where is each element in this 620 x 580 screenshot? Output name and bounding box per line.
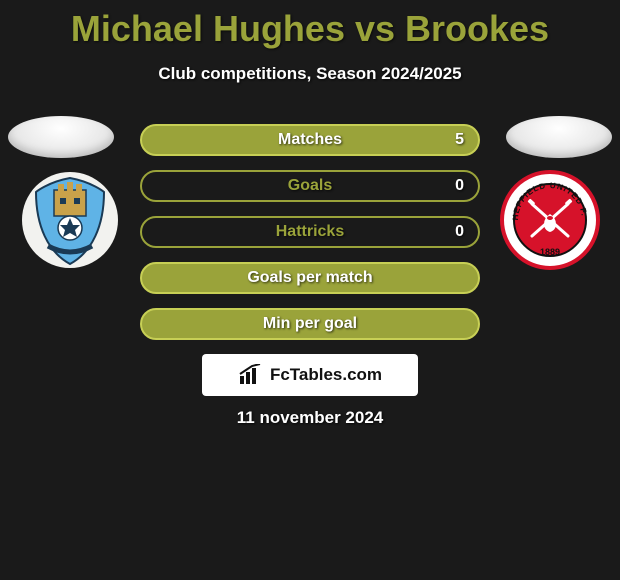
page-title: Michael Hughes vs Brookes xyxy=(0,0,620,50)
stat-label: Hattricks xyxy=(276,223,344,241)
stat-label: Goals per match xyxy=(247,269,372,287)
stat-label: Matches xyxy=(278,131,342,149)
stat-row: Goals per match xyxy=(140,262,480,294)
player-photo-left xyxy=(8,116,114,158)
svg-text:1889: 1889 xyxy=(540,247,560,257)
stats-list: Matches 5 Goals 0 Hattricks 0 Goals per match M… xyxy=(140,124,480,354)
subtitle: Club competitions, Season 2024/2025 xyxy=(0,64,620,84)
stat-row: Hattricks 0 xyxy=(140,216,480,248)
stat-value: 0 xyxy=(455,223,464,241)
club-crest-left xyxy=(20,170,120,270)
stat-label: Min per goal xyxy=(263,315,357,333)
stat-value: 0 xyxy=(455,177,464,195)
bar-chart-icon xyxy=(238,364,264,386)
stat-label: Goals xyxy=(288,177,332,195)
stat-value: 5 xyxy=(455,131,464,149)
date-text: 11 november 2024 xyxy=(0,408,620,428)
club-crest-right: SHEFFIELD UNITED F.C. 1889 xyxy=(500,170,600,270)
player-photo-right xyxy=(506,116,612,158)
branding-badge: FcTables.com xyxy=(202,354,418,396)
branding-text: FcTables.com xyxy=(270,365,382,385)
sheffield-united-crest-icon: SHEFFIELD UNITED F.C. 1889 xyxy=(500,170,600,270)
stat-row: Matches 5 xyxy=(140,124,480,156)
coventry-crest-icon xyxy=(20,170,120,270)
stat-row: Min per goal xyxy=(140,308,480,340)
stat-row: Goals 0 xyxy=(140,170,480,202)
